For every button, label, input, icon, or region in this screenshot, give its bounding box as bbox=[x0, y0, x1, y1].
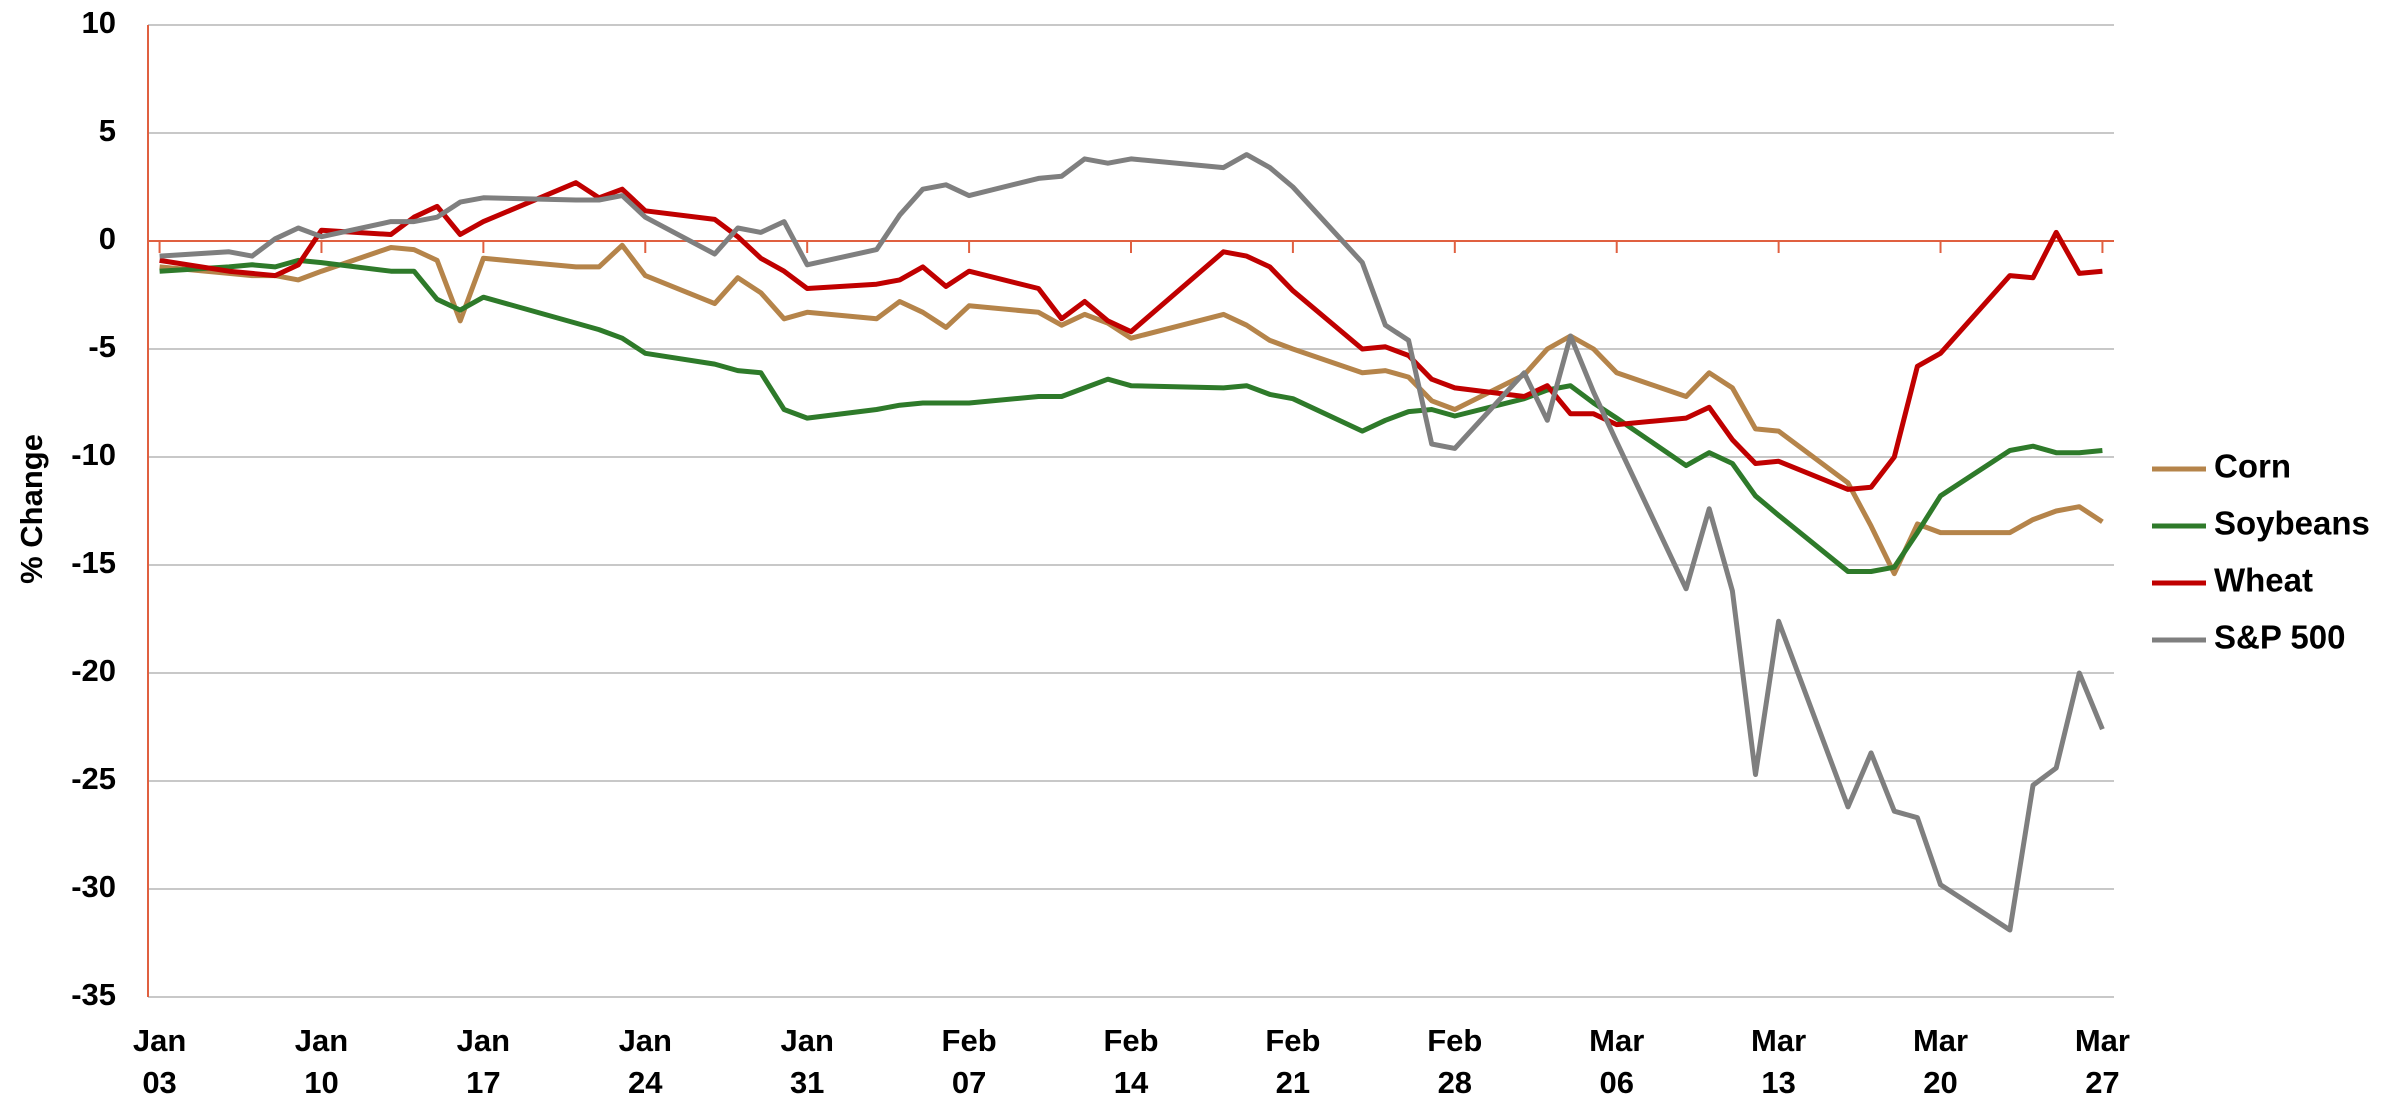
x-tick-label: Jan 24 bbox=[619, 1023, 672, 1098]
y-tick-label: 10 bbox=[82, 5, 116, 40]
y-tick-label: 0 bbox=[99, 221, 116, 256]
series-line bbox=[159, 257, 2103, 574]
legend-label: S&P 500 bbox=[2214, 619, 2345, 656]
x-tick-label: Feb 14 bbox=[1103, 1023, 1158, 1098]
legend-label: Soybeans bbox=[2214, 505, 2370, 542]
x-tick-label: Jan 03 bbox=[133, 1023, 186, 1098]
legend-label: Corn bbox=[2214, 448, 2291, 485]
series-line bbox=[159, 152, 2105, 933]
x-tick-label: Mar 06 bbox=[1589, 1023, 1644, 1098]
x-tick-label: Mar 13 bbox=[1751, 1023, 1806, 1098]
y-tick-label: -25 bbox=[71, 761, 116, 796]
y-tick-label: -20 bbox=[71, 653, 116, 688]
y-tick-label: -15 bbox=[71, 545, 116, 580]
x-tick-label: Feb 07 bbox=[942, 1023, 997, 1098]
y-tick-label: -5 bbox=[88, 329, 116, 364]
y-tick-label: -30 bbox=[71, 869, 116, 904]
y-tick-label: -10 bbox=[71, 437, 116, 472]
y-tick-label: 5 bbox=[99, 113, 116, 148]
series-line bbox=[159, 242, 2104, 577]
series-line bbox=[159, 180, 2103, 492]
x-tick-label: Jan 31 bbox=[780, 1023, 833, 1098]
x-tick-label: Mar 20 bbox=[1913, 1023, 1968, 1098]
x-tick-label: Mar 27 bbox=[2075, 1023, 2130, 1098]
x-tick-label: Jan 17 bbox=[457, 1023, 510, 1098]
y-tick-label: -35 bbox=[71, 977, 116, 1012]
y-axis-label: % Change bbox=[14, 434, 49, 584]
legend-label: Wheat bbox=[2214, 562, 2313, 599]
x-tick-label: Feb 28 bbox=[1427, 1023, 1482, 1098]
x-tick-label: Jan 10 bbox=[295, 1023, 348, 1098]
x-tick-label: Feb 21 bbox=[1265, 1023, 1320, 1098]
